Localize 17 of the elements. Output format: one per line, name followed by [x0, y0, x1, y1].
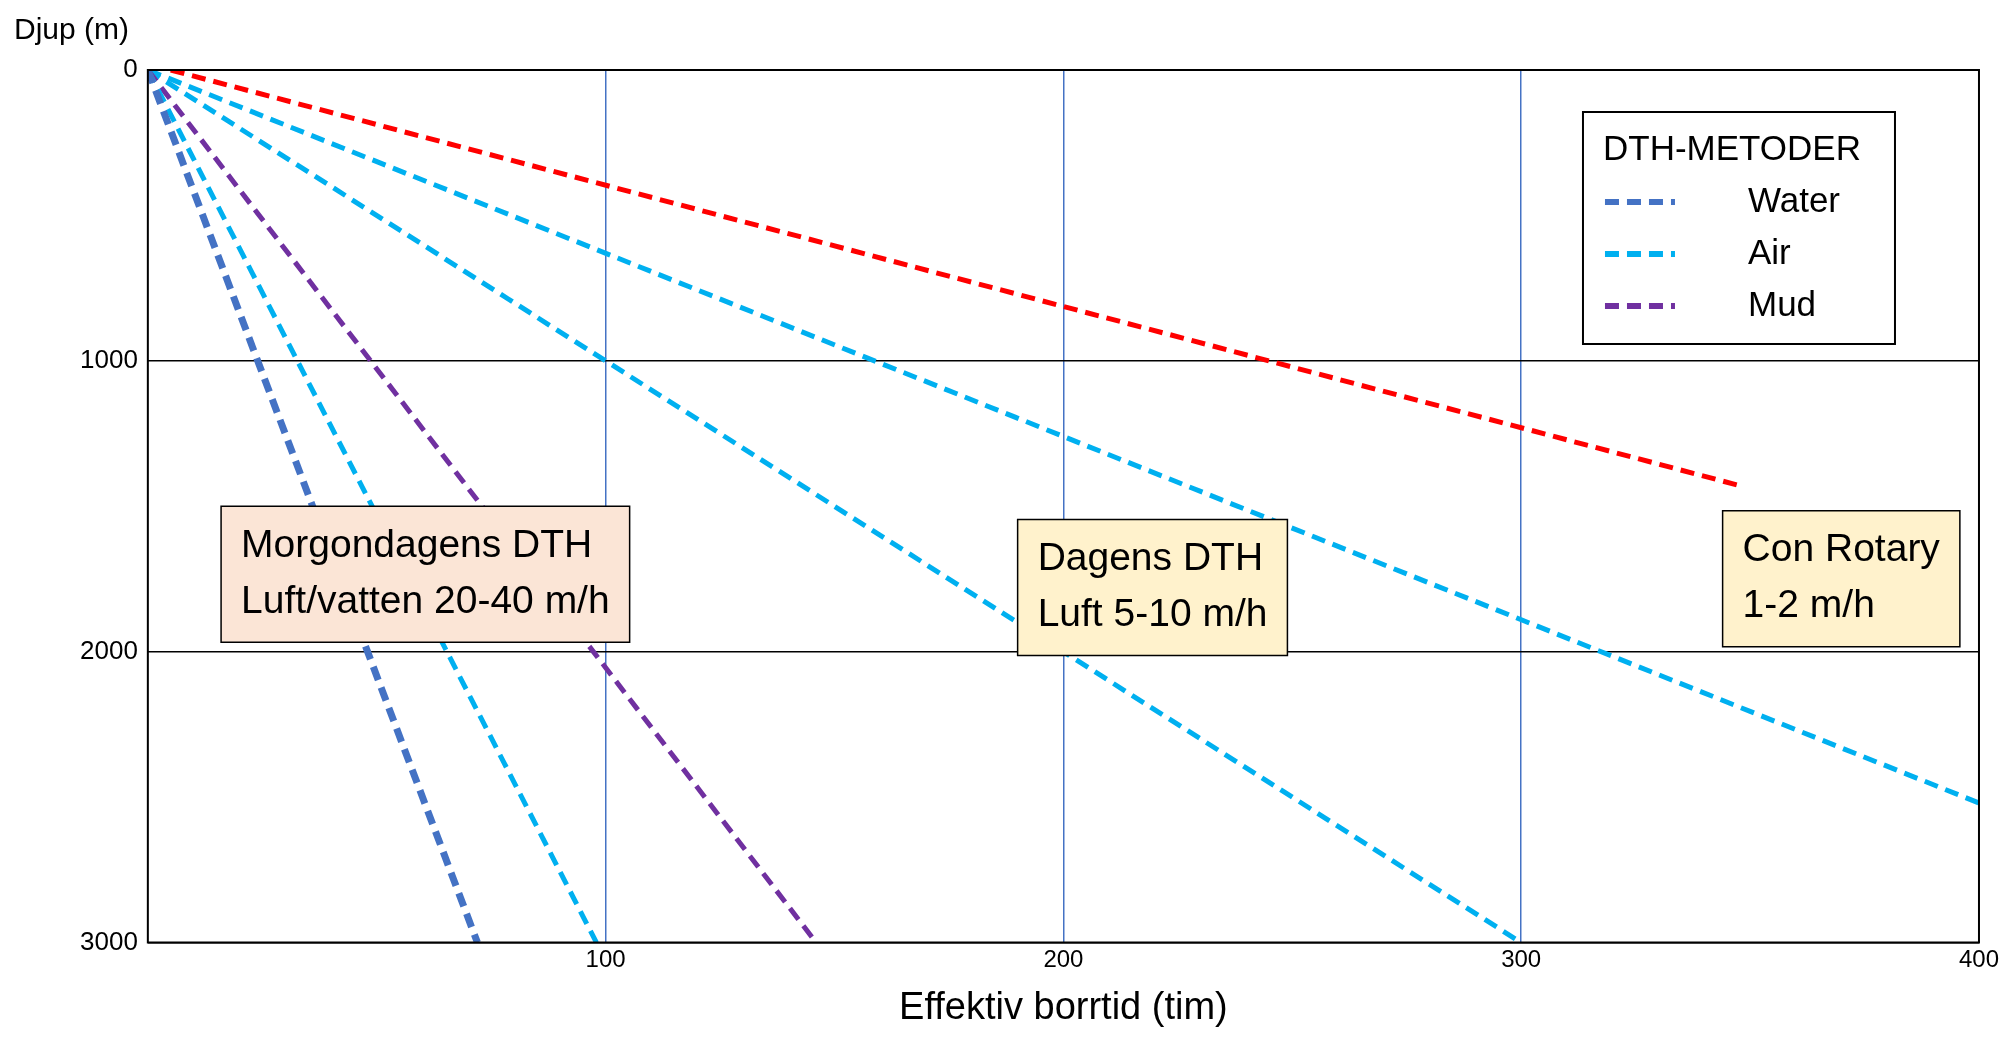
y-tick-label: 2000 [80, 634, 138, 665]
x-tick-label: 400 [1958, 944, 1999, 972]
x-axis-title: Effektiv borrtid (tim) [899, 984, 1228, 1027]
x-tick-label: 100 [585, 944, 626, 972]
x-tick-label: 300 [1501, 944, 1542, 972]
legend-label: Air [1747, 231, 1792, 271]
legend-label: Mud [1747, 283, 1817, 323]
y-tick-label: 1000 [80, 344, 138, 375]
annotation: Morgondagens DTH Luft/vatten 20-40 m/h [241, 522, 610, 622]
legend-title: DTH-METODER [1602, 127, 1861, 167]
annotation: Dagens DTH Luft 5-10 m/h [1037, 535, 1268, 635]
x-tick-label: 200 [1043, 944, 1084, 972]
annotation: Con Rotary 1-2 m/h [1742, 526, 1941, 626]
y-axis-title: Djup (m) [14, 12, 130, 46]
y-tick-label: 0 [123, 53, 138, 84]
legend-label: Water [1747, 179, 1841, 219]
y-tick-label: 3000 [80, 925, 138, 956]
